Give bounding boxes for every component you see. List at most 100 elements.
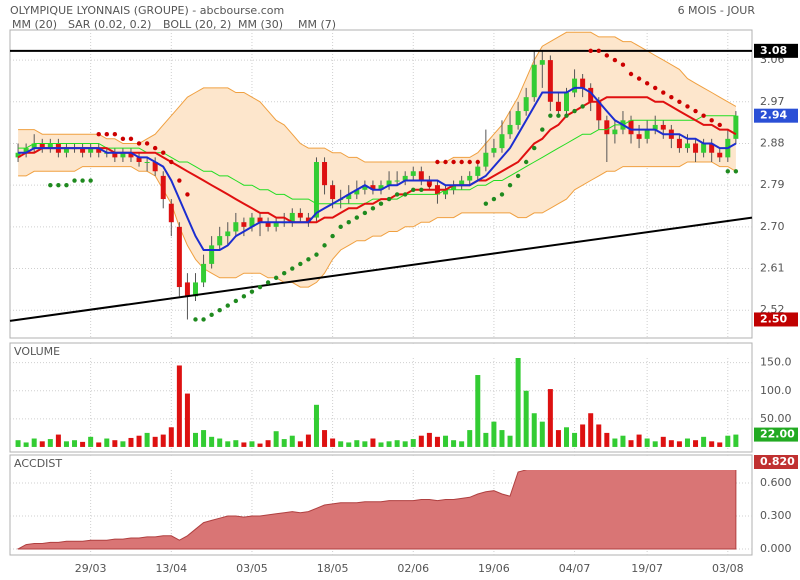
volume-bar: [265, 440, 271, 447]
volume-bar: [620, 435, 626, 447]
sar-dot: [532, 145, 537, 151]
candle-body: [88, 148, 94, 153]
candle-body: [241, 222, 247, 227]
sar-dot: [306, 257, 311, 262]
sar-dot: [128, 136, 134, 142]
sar-dot: [685, 104, 690, 109]
sar-dot: [112, 132, 118, 137]
legend-entry: MM (7): [298, 18, 336, 31]
candle-body: [112, 152, 118, 158]
volume-bar: [410, 439, 416, 447]
candle-body: [507, 124, 513, 135]
volume-bar: [426, 432, 432, 447]
candle-body: [15, 152, 21, 158]
candle-body: [257, 217, 263, 223]
sar-dot: [169, 159, 174, 165]
panel-frame: [9, 342, 753, 453]
sar-dot: [459, 159, 464, 165]
sar-dot: [209, 312, 214, 318]
moving-average: [18, 115, 736, 205]
candle-body: [249, 217, 255, 227]
volume-bar: [555, 430, 561, 447]
volume-bar: [209, 436, 215, 447]
legend-entry: MM (20): [12, 18, 57, 31]
period: 6 MOIS - JOUR: [678, 4, 756, 17]
volume-bar: [434, 436, 440, 447]
volume-bar: [467, 430, 473, 447]
sar-dot: [644, 81, 650, 86]
legend-entry: BOLL (20, 2): [163, 18, 231, 31]
sar-dot: [572, 108, 577, 114]
y-tick-label: 2.61: [760, 262, 785, 275]
volume-bar: [370, 438, 376, 447]
candle-body: [217, 236, 223, 246]
volume-bar: [112, 440, 118, 447]
volume-bar: [193, 432, 198, 447]
candle-body: [297, 212, 303, 218]
sar-dot: [48, 182, 53, 188]
candle-body: [612, 129, 618, 135]
x-tick-label: 19/06: [478, 562, 510, 575]
y-tick-label: 0.000: [760, 542, 792, 555]
x-tick-label: 03/08: [712, 562, 744, 575]
sar-dot: [338, 224, 343, 230]
candle-body: [418, 171, 424, 181]
volume-bar: [418, 435, 424, 447]
volume-bar: [354, 440, 360, 447]
sar-dot: [733, 169, 739, 174]
candle-body: [491, 148, 497, 153]
candle-body: [572, 78, 578, 93]
candle-body: [531, 64, 537, 98]
sar-dot: [725, 169, 731, 174]
trendline: [9, 216, 753, 322]
y-tick-label: 0.600: [760, 476, 792, 489]
sar-dot: [661, 90, 666, 95]
sar-dot: [136, 141, 142, 146]
sar-dot: [177, 178, 182, 183]
x-tick-label: 02/06: [397, 562, 429, 575]
panel-title: VOLUME: [14, 345, 60, 358]
volume-bar: [15, 440, 21, 447]
volume-bar: [652, 441, 658, 447]
volume-bar: [249, 441, 255, 447]
candle-body: [128, 152, 134, 158]
candle-body: [660, 124, 666, 130]
volume-bar: [709, 441, 715, 447]
volume-bar: [338, 441, 344, 447]
candle-body: [636, 134, 642, 139]
sar-dot: [152, 145, 158, 151]
volume-bar: [257, 443, 263, 447]
sar-dot: [322, 243, 327, 248]
sar-dot: [96, 132, 101, 137]
candle-body: [515, 111, 521, 125]
candle-body: [322, 162, 328, 186]
value-box: [754, 43, 798, 58]
volume-bar: [136, 435, 142, 447]
sar-dot: [265, 280, 271, 285]
volume-bar: [23, 442, 29, 447]
candle-body: [273, 222, 279, 227]
sar-dot: [330, 233, 335, 239]
sar-dot: [88, 178, 93, 183]
volume-bar: [443, 435, 449, 447]
panel-title: ACCDIST: [14, 457, 62, 470]
volume-bar: [96, 442, 102, 447]
candle-body: [23, 148, 29, 153]
sar-dot: [669, 94, 674, 100]
volume-bar: [330, 438, 336, 447]
volume-bar: [144, 432, 150, 447]
candle-body: [402, 175, 408, 181]
candle-body: [547, 60, 553, 102]
volume-bar: [378, 442, 384, 447]
sar-dot: [249, 289, 255, 294]
volume-bar: [676, 441, 682, 447]
volume-bar: [491, 421, 497, 447]
sar-dot: [298, 261, 303, 267]
candle-body: [362, 185, 368, 190]
volume-bar: [693, 440, 699, 447]
y-tick-label: 100.0: [760, 384, 792, 397]
candle-body: [467, 175, 473, 181]
sar-dot: [193, 317, 198, 322]
value-box-label: 22.00: [760, 428, 795, 441]
sar-dot: [475, 159, 480, 165]
